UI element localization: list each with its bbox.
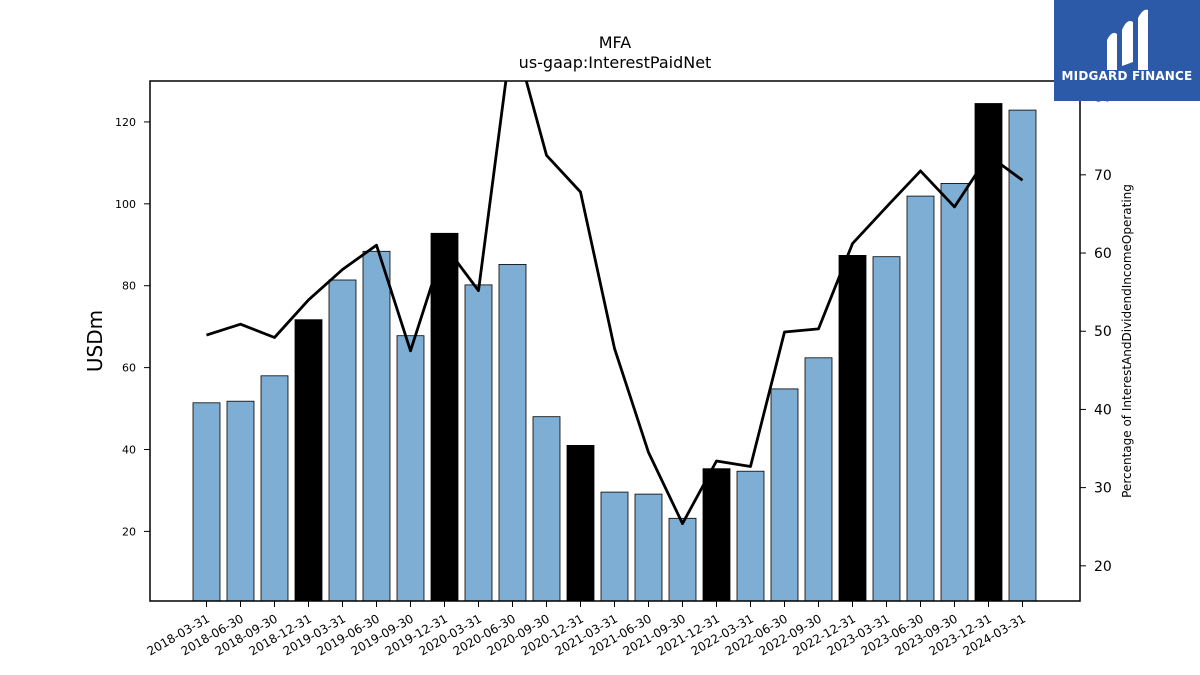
y-tick-label-120: 120 [115, 116, 136, 129]
bar-2019-12-31 [430, 232, 459, 602]
bar-2018-09-30 [260, 375, 289, 602]
brand-name: MIDGARD FINANCE [1061, 69, 1193, 83]
bar-2022-03-31 [736, 470, 765, 602]
y-tick-label-60: 60 [122, 362, 136, 375]
line-series [206, 81, 1024, 525]
bar-2021-03-31 [600, 491, 629, 602]
bar-2019-03-31 [328, 279, 357, 602]
midgard-logo-icon [1107, 9, 1148, 70]
y-tick-label-100: 100 [115, 198, 136, 211]
bar-2020-09-30 [532, 416, 561, 602]
bar-2018-03-31 [192, 402, 221, 602]
bar-2022-12-31 [838, 254, 867, 602]
line-layer [206, 81, 1024, 525]
bar-2022-06-30 [770, 388, 799, 602]
y2-tick-label-30: 30 [1094, 481, 1112, 497]
chart-title: MFA [599, 33, 632, 52]
bar-2020-06-30 [498, 263, 527, 602]
bar-2019-06-30 [362, 250, 391, 602]
y2-tick-label-20: 20 [1094, 559, 1112, 575]
y-axis-label: USDm [83, 310, 107, 372]
bar-2023-03-31 [872, 256, 901, 602]
y-tick-label-40: 40 [122, 444, 136, 457]
bar-2018-06-30 [226, 400, 255, 602]
bar-2023-09-30 [940, 182, 969, 602]
y2-tick-label-40: 40 [1094, 402, 1112, 418]
bar-2021-09-30 [668, 517, 697, 602]
bar-2022-09-30 [804, 357, 833, 602]
bar-2024-03-31 [1008, 109, 1037, 602]
bar-2020-03-31 [464, 284, 493, 602]
bar-2023-12-31 [974, 103, 1003, 602]
chart-subtitle: us-gaap:InterestPaidNet [519, 53, 712, 72]
brand-logo: MIDGARD FINANCE [1054, 0, 1200, 101]
y2-tick-label-50: 50 [1094, 324, 1112, 340]
y2-tick-label-60: 60 [1094, 246, 1112, 262]
bars-layer [192, 103, 1037, 602]
bar-2023-06-30 [906, 195, 935, 602]
bar-2021-12-31 [702, 468, 731, 602]
bar-2020-12-31 [566, 444, 595, 602]
y-tick-label-20: 20 [122, 525, 136, 538]
bar-2021-06-30 [634, 493, 663, 602]
y2-axis-label: Percentage of InterestAndDividendIncomeO… [1120, 184, 1134, 498]
y2-tick-label-70: 70 [1094, 168, 1112, 184]
y-tick-label-80: 80 [122, 280, 136, 293]
bar-2019-09-30 [396, 335, 425, 602]
bar-2018-12-31 [294, 319, 323, 602]
